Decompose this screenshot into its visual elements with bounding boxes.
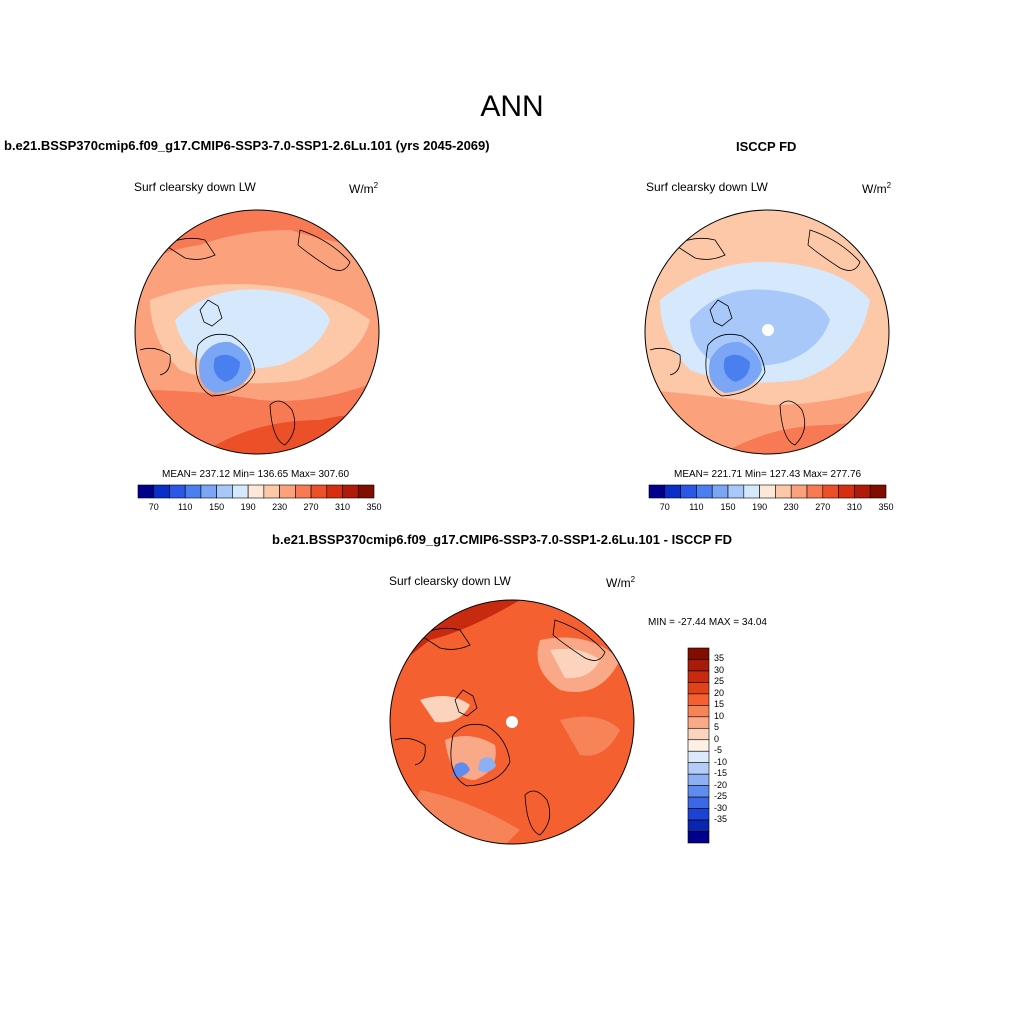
colorbar-swatch bbox=[687, 705, 710, 718]
colorbar-tick-label: 190 bbox=[752, 502, 768, 512]
model-colorbar bbox=[137, 484, 375, 499]
colorbar-tick-label: 70 bbox=[148, 502, 159, 512]
colorbar-tick-label: 310 bbox=[846, 502, 862, 512]
colorbar-tick-label: 350 bbox=[366, 502, 382, 512]
colorbar-tick-label: 110 bbox=[689, 502, 704, 512]
colorbar-swatch bbox=[687, 750, 710, 764]
colorbar-tick-label: 5 bbox=[714, 722, 720, 733]
obs-stats: MEAN= 221.71 Min= 127.43 Max= 277.76 bbox=[674, 469, 862, 480]
colorbar-swatch bbox=[727, 484, 745, 499]
diff-case-title: b.e21.BSSP370cmip6.f09_g17.CMIP6-SSP3-7.… bbox=[272, 532, 733, 547]
colorbar-swatch bbox=[687, 670, 710, 683]
colorbar-swatch bbox=[200, 484, 217, 499]
colorbar-swatch bbox=[357, 484, 375, 499]
colorbar-swatch bbox=[216, 484, 233, 499]
colorbar-swatch bbox=[342, 484, 359, 499]
colorbar-swatch bbox=[687, 647, 710, 660]
colorbar-tick-label: 110 bbox=[178, 502, 193, 512]
colorbar-tick-label: -25 bbox=[714, 791, 728, 802]
colorbar-swatch bbox=[743, 484, 760, 499]
colorbar-swatch bbox=[687, 762, 710, 775]
colorbar-tick-label: 190 bbox=[240, 502, 256, 512]
colorbar-tick-label: 150 bbox=[209, 502, 225, 512]
colorbar-swatch bbox=[247, 484, 265, 499]
colorbar-swatch bbox=[169, 484, 186, 499]
colorbar-swatch bbox=[687, 773, 710, 786]
colorbar-swatch bbox=[310, 484, 328, 499]
obs-case-title: ISCCP FD bbox=[736, 139, 797, 154]
colorbar-tick-label: 310 bbox=[335, 502, 351, 512]
colorbar-swatch bbox=[137, 484, 155, 499]
obs-variable-label: Surf clearsky down LW bbox=[646, 180, 768, 194]
colorbar-swatch bbox=[687, 785, 710, 798]
colorbar-tick-label: 10 bbox=[714, 710, 725, 721]
colorbar-swatch bbox=[687, 693, 710, 706]
colorbar-swatch bbox=[687, 727, 710, 741]
colorbar-swatch bbox=[687, 796, 710, 809]
colorbar-tick-label: -30 bbox=[714, 802, 728, 813]
model-units: W/m2 bbox=[349, 181, 379, 196]
colorbar-tick-label: 150 bbox=[720, 502, 736, 512]
colorbar-tick-label: -20 bbox=[714, 779, 728, 790]
obs-units: W/m2 bbox=[862, 181, 892, 196]
colorbar-tick-label: -35 bbox=[714, 814, 728, 825]
colorbar-swatch bbox=[680, 484, 697, 499]
colorbar-tick-label: -10 bbox=[714, 756, 728, 767]
colorbar-swatch bbox=[263, 484, 280, 499]
colorbar-tick-label: 70 bbox=[659, 502, 670, 512]
colorbar-swatch bbox=[326, 484, 343, 499]
colorbar-tick-label: 230 bbox=[272, 502, 288, 512]
model-stats: MEAN= 237.12 Min= 136.65 Max= 307.60 bbox=[162, 469, 350, 480]
colorbar-swatch bbox=[687, 739, 710, 752]
colorbar-swatch bbox=[232, 484, 249, 499]
colorbar-swatch bbox=[687, 682, 710, 695]
colorbar-tick-label: 270 bbox=[815, 502, 831, 512]
model-polar-map bbox=[135, 210, 379, 454]
colorbar-tick-label: 25 bbox=[714, 676, 725, 687]
obs-polar-map bbox=[645, 210, 889, 454]
colorbar-swatch bbox=[838, 484, 855, 499]
colorbar-swatch bbox=[184, 484, 202, 499]
colorbar-tick-label: 230 bbox=[783, 502, 799, 512]
main-title: ANN bbox=[480, 90, 544, 123]
colorbar-tick-label: 270 bbox=[303, 502, 319, 512]
model-case-title: b.e21.BSSP370cmip6.f09_g17.CMIP6-SSP3-7.… bbox=[4, 138, 490, 153]
diff-units: W/m2 bbox=[606, 575, 636, 590]
colorbar-tick-label: -5 bbox=[714, 745, 723, 756]
diff-colorbar bbox=[687, 647, 710, 844]
diff-polar-map bbox=[390, 600, 634, 844]
colorbar-swatch bbox=[806, 484, 824, 499]
colorbar-tick-label: 35 bbox=[714, 653, 725, 664]
colorbar-tick-label: 350 bbox=[878, 502, 894, 512]
colorbar-swatch bbox=[279, 484, 296, 499]
colorbar-swatch bbox=[759, 484, 776, 499]
colorbar-swatch bbox=[295, 484, 312, 499]
model-variable-label: Surf clearsky down LW bbox=[134, 180, 256, 194]
colorbar-swatch bbox=[711, 484, 729, 499]
colorbar-tick-label: 20 bbox=[714, 687, 725, 698]
colorbar-swatch bbox=[153, 484, 170, 499]
colorbar-swatch bbox=[775, 484, 792, 499]
colorbar-swatch bbox=[822, 484, 839, 499]
colorbar-swatch bbox=[854, 484, 871, 499]
colorbar-tick-label: -15 bbox=[714, 768, 728, 779]
colorbar-swatch bbox=[664, 484, 681, 499]
colorbar-swatch bbox=[687, 659, 710, 672]
colorbar-swatch bbox=[790, 484, 808, 499]
diff-variable-label: Surf clearsky down LW bbox=[389, 574, 511, 588]
colorbar-tick-label: 0 bbox=[714, 733, 720, 744]
colorbar-swatch bbox=[869, 484, 887, 499]
colorbar-tick-label: 30 bbox=[714, 664, 725, 675]
diff-stats: MIN = -27.44 MAX = 34.04 bbox=[648, 617, 767, 628]
obs-colorbar bbox=[648, 484, 887, 499]
colorbar-swatch bbox=[687, 831, 710, 844]
colorbar-swatch bbox=[696, 484, 713, 499]
colorbar-swatch bbox=[648, 484, 666, 499]
colorbar-swatch bbox=[687, 819, 710, 832]
colorbar-tick-label: 15 bbox=[714, 699, 725, 710]
colorbar-swatch bbox=[687, 808, 710, 821]
colorbar-swatch bbox=[687, 716, 710, 729]
